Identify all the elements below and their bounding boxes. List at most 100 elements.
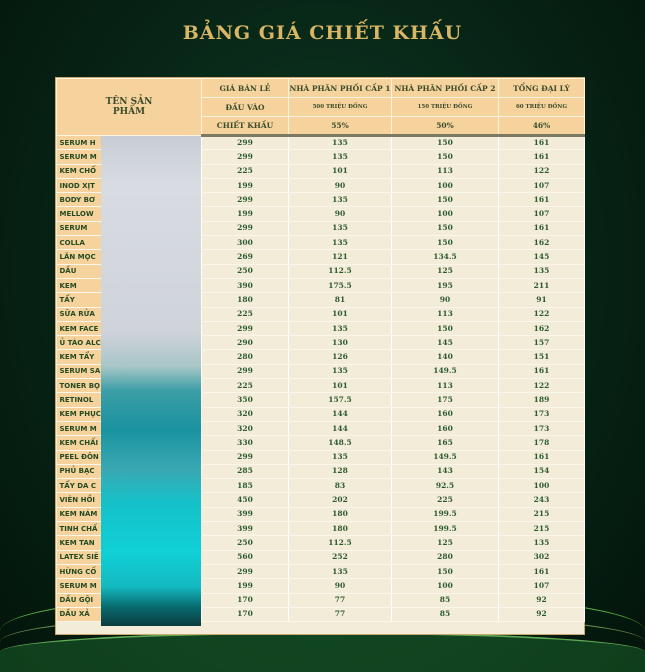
npp2-price: 150 xyxy=(391,235,499,251)
retail-price: 299 xyxy=(201,321,289,337)
npp2-price: 225 xyxy=(391,492,499,508)
product-header: TÊN SẢN PHẨM xyxy=(56,78,202,136)
retail-price: 399 xyxy=(201,521,289,537)
npp1-price: 101 xyxy=(288,378,392,394)
npp2-price: 280 xyxy=(391,550,499,565)
npp1-price: 101 xyxy=(288,307,392,322)
npp2-price: 150 xyxy=(391,564,499,580)
npp1-price: 126 xyxy=(288,349,392,365)
npp2-price: 140 xyxy=(391,349,499,365)
retail-price: 170 xyxy=(201,607,289,623)
npp2-price: 149.5 xyxy=(391,450,499,465)
discount-header: CHIẾT KHẤU xyxy=(201,116,289,137)
npp1-price: 135 xyxy=(288,221,392,237)
retail-price: 299 xyxy=(201,564,289,580)
retail-price: 199 xyxy=(201,178,289,194)
npp1-price: 121 xyxy=(288,249,392,265)
dealer-price: 122 xyxy=(498,164,585,179)
npp2-price: 90 xyxy=(391,292,499,308)
pixelated-redaction xyxy=(101,136,201,626)
dealer-percent: 46% xyxy=(498,116,585,137)
npp1-price: 148.5 xyxy=(288,435,392,451)
npp2-price: 150 xyxy=(391,149,499,165)
retail-price: 299 xyxy=(201,149,289,165)
retail-price: 285 xyxy=(201,464,289,480)
dealer-price: 122 xyxy=(498,307,585,322)
retail-price: 560 xyxy=(201,550,289,565)
dealer-price: 211 xyxy=(498,278,585,294)
npp2-header: NHÀ PHÂN PHỐI CẤP 2 xyxy=(391,78,499,98)
page-title: BẢNG GIÁ CHIẾT KHẤU xyxy=(182,22,463,44)
retail-price: 250 xyxy=(201,264,289,279)
retail-header: GIÁ BÁN LẺ xyxy=(201,78,289,98)
retail-price: 299 xyxy=(201,364,289,380)
retail-price: 350 xyxy=(201,392,289,408)
price-table: TÊN SẢN PHẨM GIÁ BÁN LẺ NHÀ PHÂN PHỐI CẤ… xyxy=(55,77,585,635)
retail-price: 250 xyxy=(201,535,289,551)
dealer-price: 161 xyxy=(498,149,585,165)
dealer-price: 122 xyxy=(498,378,585,394)
npp1-percent: 55% xyxy=(288,116,392,137)
npp2-price: 150 xyxy=(391,192,499,208)
retail-price: 290 xyxy=(201,335,289,351)
npp2-price: 85 xyxy=(391,593,499,608)
npp2-capital: 150 TRIỆU ĐỒNG xyxy=(391,97,499,117)
dealer-price: 100 xyxy=(498,478,585,494)
retail-price: 399 xyxy=(201,507,289,523)
npp2-price: 160 xyxy=(391,421,499,437)
retail-price: 225 xyxy=(201,307,289,322)
dealer-price: 162 xyxy=(498,235,585,251)
dealer-price: 178 xyxy=(498,435,585,451)
npp1-price: 112.5 xyxy=(288,264,392,279)
npp2-price: 92.5 xyxy=(391,478,499,494)
dealer-price: 161 xyxy=(498,221,585,237)
dealer-price: 107 xyxy=(498,578,585,594)
npp2-price: 145 xyxy=(391,335,499,351)
dealer-price: 161 xyxy=(498,192,585,208)
npp2-price: 113 xyxy=(391,307,499,322)
npp1-price: 144 xyxy=(288,407,392,422)
dealer-price: 161 xyxy=(498,450,585,465)
dealer-price: 302 xyxy=(498,550,585,565)
retail-price: 225 xyxy=(201,378,289,394)
dealer-price: 107 xyxy=(498,178,585,194)
npp1-price: 135 xyxy=(288,564,392,580)
npp2-price: 113 xyxy=(391,164,499,179)
npp1-price: 77 xyxy=(288,593,392,608)
input-header: ĐẦU VÀO xyxy=(201,97,289,117)
npp1-header: NHÀ PHÂN PHỐI CẤP 1 xyxy=(288,78,392,98)
npp2-price: 149.5 xyxy=(391,364,499,380)
dealer-price: 161 xyxy=(498,135,585,151)
dealer-price: 161 xyxy=(498,564,585,580)
npp1-price: 101 xyxy=(288,164,392,179)
npp1-capital: 500 TRIỆU ĐỒNG xyxy=(288,97,392,117)
npp1-price: 77 xyxy=(288,607,392,623)
npp1-price: 144 xyxy=(288,421,392,437)
npp1-price: 112.5 xyxy=(288,535,392,551)
npp2-price: 134.5 xyxy=(391,249,499,265)
dealer-price: 162 xyxy=(498,321,585,337)
retail-price: 299 xyxy=(201,221,289,237)
retail-price: 199 xyxy=(201,578,289,594)
npp1-price: 175.5 xyxy=(288,278,392,294)
dealer-price: 173 xyxy=(498,421,585,437)
npp2-price: 143 xyxy=(391,464,499,480)
retail-price: 225 xyxy=(201,164,289,179)
dealer-price: 151 xyxy=(498,349,585,365)
npp2-price: 100 xyxy=(391,206,499,222)
npp2-price: 199.5 xyxy=(391,507,499,523)
npp2-percent: 50% xyxy=(391,116,499,137)
npp2-price: 150 xyxy=(391,321,499,337)
npp1-price: 90 xyxy=(288,206,392,222)
npp1-price: 83 xyxy=(288,478,392,494)
npp2-price: 160 xyxy=(391,407,499,422)
dealer-price: 91 xyxy=(498,292,585,308)
npp2-price: 85 xyxy=(391,607,499,623)
npp2-price: 125 xyxy=(391,264,499,279)
retail-price: 299 xyxy=(201,450,289,465)
npp2-price: 175 xyxy=(391,392,499,408)
retail-price: 269 xyxy=(201,249,289,265)
retail-price: 299 xyxy=(201,192,289,208)
npp2-price: 125 xyxy=(391,535,499,551)
npp2-price: 150 xyxy=(391,135,499,151)
